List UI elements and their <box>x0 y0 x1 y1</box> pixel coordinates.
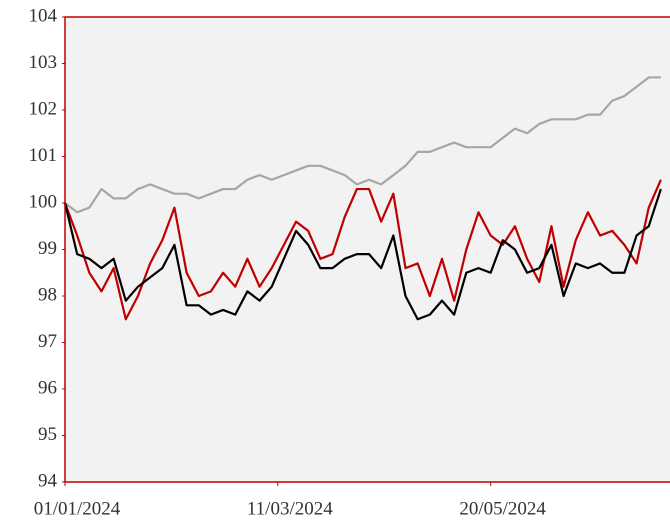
series-line <box>64 76 661 214</box>
series-line <box>63 179 662 321</box>
y-tick-label: 104 <box>29 5 58 26</box>
plot-background <box>65 17 670 482</box>
y-tick-label: 99 <box>38 238 57 259</box>
y-tick-label: 96 <box>38 377 57 398</box>
plot-frame <box>64 16 670 483</box>
x-tick-label: 11/03/2024 <box>247 498 333 519</box>
y-tick-label: 95 <box>38 424 57 445</box>
y-tick-label: 101 <box>29 145 58 166</box>
y-tick-label: 100 <box>29 191 58 212</box>
x-tick-label: 20/05/2024 <box>459 498 546 519</box>
y-tick-label: 97 <box>38 331 57 352</box>
y-tick-label: 102 <box>29 98 58 119</box>
series-line <box>63 188 662 321</box>
y-tick-label: 94 <box>38 470 58 491</box>
y-tick-label: 103 <box>29 52 58 73</box>
y-tick-label: 98 <box>38 284 57 305</box>
x-tick-label: 01/01/2024 <box>34 498 121 519</box>
